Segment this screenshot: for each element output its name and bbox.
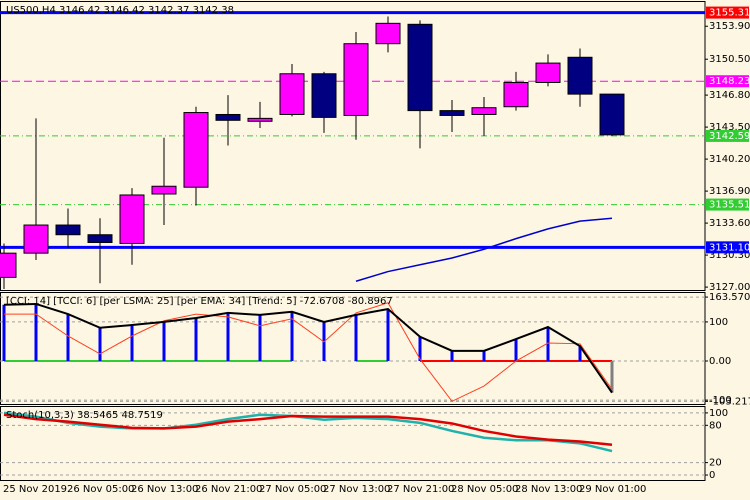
x-tick-label: 26 Nov 05:00 (67, 484, 134, 495)
panel-title: Stoch(10,3,3) 38.5465 48.7519 (6, 410, 163, 421)
candle-body (0, 252, 17, 278)
y-tick-label: 3146.80 (709, 90, 750, 101)
y-tick-label: 3127.00 (709, 282, 750, 293)
panel-title: US500,H4 3146.42 3146.42 3142.37 3142.38 (6, 5, 234, 16)
level-label-box (706, 6, 749, 19)
cci-plot (0, 296, 705, 402)
panel-frames (0, 1, 706, 481)
x-tick-label: 28 Nov 05:00 (451, 484, 518, 495)
candle-body (599, 93, 625, 136)
candle-body (407, 23, 433, 112)
y-tick-label: 3153.90 (709, 21, 750, 32)
y-tick-label: 3136.90 (709, 186, 750, 197)
y-tick-label: 3143.50 (709, 122, 750, 133)
candle-body (311, 73, 337, 118)
main-frame (0, 1, 706, 291)
candle-body (215, 113, 241, 121)
x-tick-label: 26 Nov 21:00 (195, 484, 262, 495)
y-tick-label: 3140.20 (709, 154, 750, 165)
level-label-box (706, 241, 749, 254)
y-tick-label: 80 (709, 420, 722, 431)
candle-body (279, 73, 305, 115)
y-tick-label: 100 (709, 317, 728, 328)
y-tick-label: -100 (709, 395, 732, 406)
candle-body (375, 22, 401, 45)
y-tick-label: 0.00 (709, 356, 731, 367)
x-tick-label: 28 Nov 13:00 (515, 484, 582, 495)
level-label-box (706, 129, 749, 142)
level-label: 3131.10 (709, 242, 750, 253)
candle-body (119, 194, 145, 244)
candle-body (55, 224, 81, 236)
x-tick-label: 26 Nov 13:00 (131, 484, 198, 495)
x-tick-label: 27 Nov 05:00 (259, 484, 326, 495)
candle-body (151, 185, 177, 195)
y-tick-label: 0 (709, 470, 715, 481)
level-label: 3155.31 (709, 8, 750, 19)
candle-body (183, 112, 209, 188)
y-tick-label: 3150.50 (709, 54, 750, 65)
candle-body (439, 110, 465, 116)
y-tick-label: -103.2176 (709, 396, 750, 407)
y-tick-label: 3130.30 (709, 250, 750, 261)
series-line (3, 413, 613, 446)
axes: 3127.00 3130.30 3133.60 3136.90 3140.20 3143.… (3, 5, 750, 495)
x-tick-label: 25 Nov 2019 (3, 484, 67, 495)
x-tick-label: 27 Nov 13:00 (323, 484, 390, 495)
candle-body (247, 117, 273, 122)
candle-body (567, 56, 593, 95)
candle-body (87, 234, 113, 243)
y-tick-label: 100 (709, 408, 728, 419)
candle-body (471, 107, 497, 115)
stoch-frame (0, 406, 706, 481)
series-line (3, 411, 613, 453)
panel-title: [CCI: 14] [TCCI: 6] [per LSMA: 25] [per … (6, 296, 393, 307)
series-line (4, 302, 613, 402)
main-plot (0, 11, 705, 290)
x-tick-label: 29 Nov 01:00 (579, 484, 646, 495)
level-label-box (706, 75, 749, 88)
candle-body (535, 62, 561, 83)
level-label: 3142.59 (709, 131, 750, 142)
series-line (355, 217, 613, 282)
level-label: 3135.51 (709, 200, 750, 211)
level-label: 3148.23 (709, 76, 750, 87)
level-label-box (706, 198, 749, 211)
candle-body (23, 224, 49, 254)
x-tick-label: 27 Nov 21:00 (387, 484, 454, 495)
series-line (3, 302, 613, 394)
stoch-plot (0, 411, 705, 476)
y-tick-label: 163.5708 (709, 292, 750, 303)
candle-body (503, 81, 529, 108)
cci-frame (0, 292, 706, 405)
y-tick-label: 3133.60 (709, 218, 750, 229)
candle-body (343, 43, 369, 116)
y-tick-label: 20 (709, 458, 722, 469)
